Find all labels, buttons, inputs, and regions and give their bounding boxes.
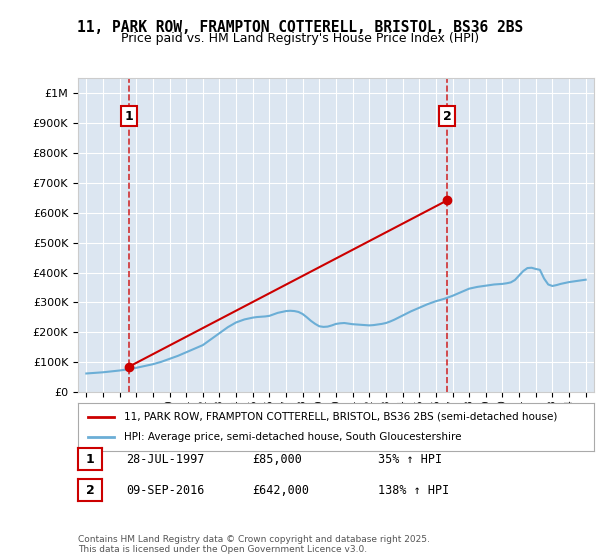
- Text: 11, PARK ROW, FRAMPTON COTTERELL, BRISTOL, BS36 2BS: 11, PARK ROW, FRAMPTON COTTERELL, BRISTO…: [77, 20, 523, 35]
- Text: £642,000: £642,000: [252, 483, 309, 497]
- Text: 2: 2: [443, 110, 452, 123]
- Text: 1: 1: [86, 452, 94, 466]
- Text: HPI: Average price, semi-detached house, South Gloucestershire: HPI: Average price, semi-detached house,…: [124, 432, 462, 442]
- Text: 28-JUL-1997: 28-JUL-1997: [126, 452, 205, 466]
- Text: 11, PARK ROW, FRAMPTON COTTERELL, BRISTOL, BS36 2BS (semi-detached house): 11, PARK ROW, FRAMPTON COTTERELL, BRISTO…: [124, 412, 558, 422]
- Text: 138% ↑ HPI: 138% ↑ HPI: [378, 483, 449, 497]
- Text: 35% ↑ HPI: 35% ↑ HPI: [378, 452, 442, 466]
- Text: Price paid vs. HM Land Registry's House Price Index (HPI): Price paid vs. HM Land Registry's House …: [121, 32, 479, 45]
- Text: 1: 1: [125, 110, 133, 123]
- Text: £85,000: £85,000: [252, 452, 302, 466]
- Text: 2: 2: [86, 483, 94, 497]
- Text: 09-SEP-2016: 09-SEP-2016: [126, 483, 205, 497]
- Text: Contains HM Land Registry data © Crown copyright and database right 2025.
This d: Contains HM Land Registry data © Crown c…: [78, 535, 430, 554]
